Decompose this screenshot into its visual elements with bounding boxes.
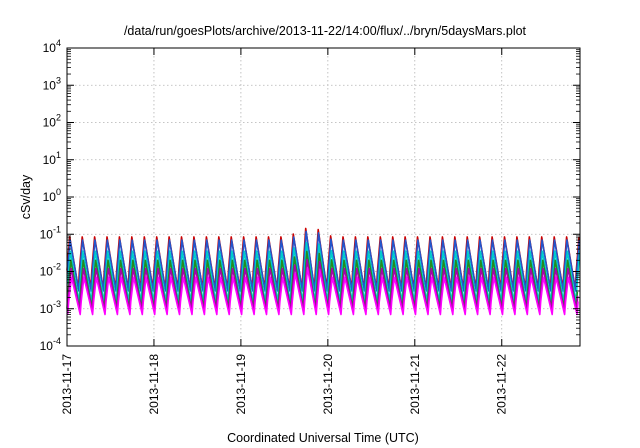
y-tick-label: 10-2 [40, 262, 61, 279]
y-tick-exponent: 4 [56, 38, 61, 48]
y-axis-label: cSv/day [19, 174, 33, 219]
y-tick-exponent: 2 [56, 113, 61, 123]
y-tick-label: 101 [43, 150, 61, 167]
x-tick-label: 2013-11-20 [321, 354, 335, 415]
y-tick-exponent: -3 [53, 299, 61, 309]
y-tick-label: 104 [43, 38, 61, 55]
x-tick-label: 2013-11-22 [495, 354, 509, 415]
y-tick-label: 100 [43, 187, 61, 204]
x-axis: 2013-11-17 2013-11-18 2013-11-19 2013-11-20… [60, 48, 509, 415]
y-tick-label: 103 [43, 75, 61, 92]
y-tick-exponent: 3 [56, 75, 61, 85]
y-tick-base: 10 [43, 41, 57, 55]
y-tick-exponent: -2 [53, 262, 61, 272]
y-tick-base: 10 [43, 190, 57, 204]
y-tick-base: 10 [40, 265, 54, 279]
x-tick-label: 2013-11-18 [147, 354, 161, 415]
x-tick-label: 2013-11-21 [408, 354, 422, 415]
series-line-2 [66, 230, 581, 292]
y-tick-label: 102 [43, 113, 61, 130]
y-tick-label: 10-3 [40, 299, 61, 316]
y-tick-base: 10 [43, 153, 57, 167]
y-tick-exponent: -1 [53, 224, 61, 234]
y-tick-exponent: 1 [56, 150, 61, 160]
y-tick-base: 10 [43, 78, 57, 92]
y-tick-base: 10 [43, 116, 57, 130]
series-line-5 [66, 258, 579, 312]
y-tick-exponent: 0 [56, 187, 61, 197]
y-tick-exponent: -4 [53, 336, 61, 346]
y-tick-base: 10 [40, 302, 54, 316]
series-layer [66, 227, 581, 316]
y-tick-label: 10-4 [40, 336, 61, 353]
chart-title: /data/run/goesPlots/archive/2013-11-22/1… [124, 24, 527, 38]
y-tick-base: 10 [40, 227, 54, 241]
series-line-6 [66, 267, 579, 316]
x-axis-label: Coordinated Universal Time (UTC) [227, 431, 419, 445]
y-tick-base: 10 [40, 339, 54, 353]
x-tick-label: 2013-11-19 [234, 354, 248, 415]
x-tick-label: 2013-11-17 [60, 354, 74, 415]
y-tick-label: 10-1 [40, 224, 61, 241]
